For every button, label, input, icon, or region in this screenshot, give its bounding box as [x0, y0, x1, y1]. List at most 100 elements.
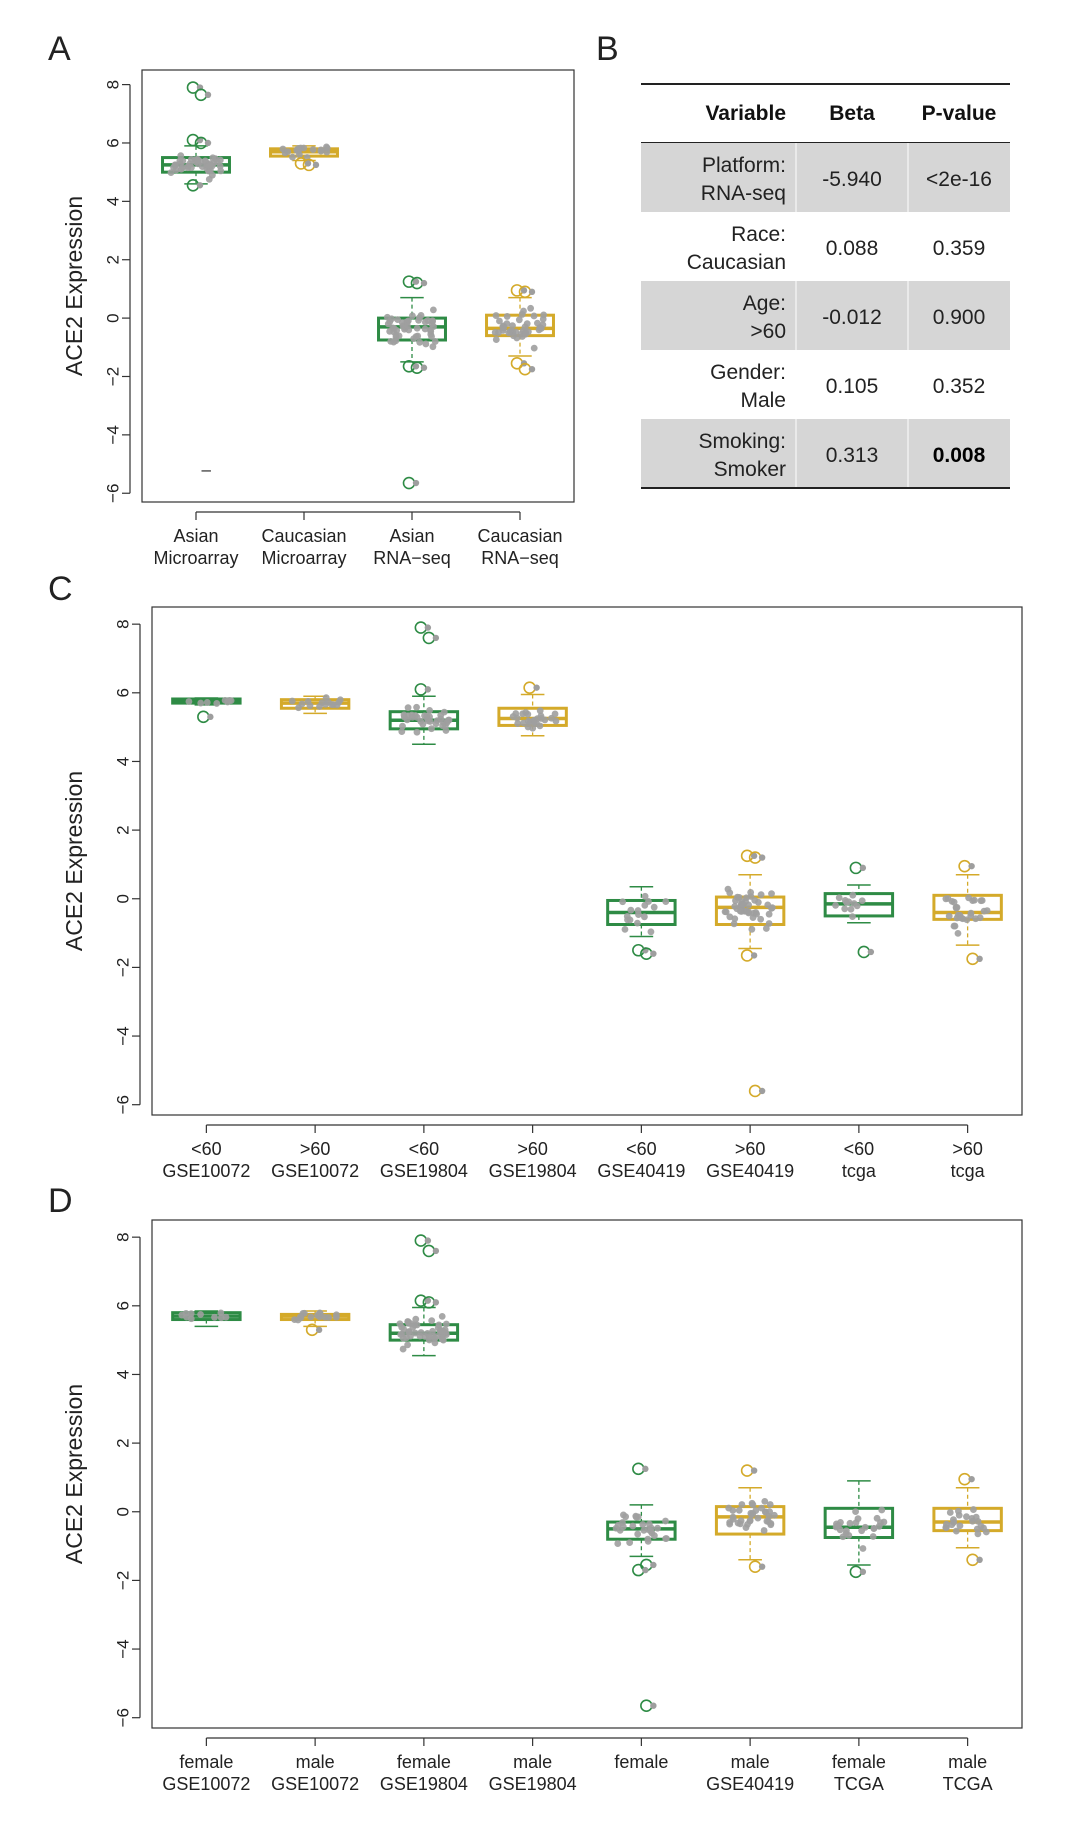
outlier-point [432, 1247, 440, 1255]
data-point [288, 697, 296, 705]
data-point [527, 304, 535, 312]
data-point [644, 1535, 652, 1543]
table-variable-name: Smoking: [698, 430, 786, 453]
data-point [762, 925, 770, 932]
y-tick-label: 4 [113, 1370, 132, 1379]
data-point [742, 907, 750, 915]
x-category-sublabel: GSE40419 [597, 1161, 685, 1181]
outlier-point [750, 1467, 758, 1474]
x-category-sublabel: GSE10072 [162, 1774, 250, 1794]
data-point [858, 897, 866, 905]
data-point [765, 910, 773, 918]
data-point [178, 1311, 186, 1319]
data-point [405, 1328, 412, 1336]
data-point [869, 1533, 877, 1540]
data-point [768, 890, 775, 898]
data-point [942, 895, 950, 903]
y-tick-label: 2 [113, 825, 132, 834]
data-point [431, 338, 439, 345]
data-point [492, 336, 500, 343]
data-point [634, 907, 642, 914]
outlier-point [758, 1563, 766, 1570]
y-tick-label: 6 [103, 138, 122, 147]
data-point [731, 915, 739, 923]
outlier-point [424, 1237, 432, 1244]
data-point [491, 328, 499, 336]
table-variable-level: RNA-seq [701, 182, 786, 205]
data-point [662, 1535, 670, 1543]
x-category-label: male [296, 1752, 335, 1772]
data-point [980, 907, 988, 915]
x-category-sublabel: GSE10072 [271, 1774, 359, 1794]
data-point [322, 694, 330, 702]
data-point [973, 1525, 981, 1533]
data-point [760, 1527, 768, 1534]
data-point [523, 320, 531, 328]
data-point [536, 324, 544, 332]
outlier-point [196, 182, 204, 189]
data-point [621, 925, 629, 933]
data-point [870, 1525, 878, 1532]
data-point [841, 896, 849, 904]
data-point [654, 1524, 661, 1532]
data-point [767, 1521, 775, 1529]
data-point [211, 1313, 218, 1321]
data-point [536, 707, 544, 715]
data-point [205, 175, 213, 183]
x-category-sublabel: RNA−seq [481, 548, 559, 568]
y-tick-label: −2 [113, 1571, 132, 1590]
y-axis-title: ACE2 Expression [61, 771, 87, 951]
outlier-point [650, 1561, 657, 1569]
data-point [721, 908, 729, 916]
data-point [424, 1329, 431, 1337]
data-point [946, 1509, 954, 1516]
data-point [422, 340, 430, 348]
data-point [404, 1318, 412, 1325]
data-point [956, 1522, 964, 1530]
x-category-label: female [832, 1752, 886, 1772]
data-point [768, 904, 776, 912]
x-category-label: Caucasian [261, 526, 346, 546]
y-tick-label: −4 [113, 1026, 132, 1045]
table-variable-name: Platform: [702, 154, 786, 177]
outlier-point [650, 1702, 657, 1709]
data-point [500, 324, 507, 332]
outlier-point [412, 278, 420, 285]
data-point [837, 1518, 844, 1526]
table-beta-value: -5.940 [822, 168, 882, 191]
data-point [518, 311, 526, 318]
y-tick-label: 0 [103, 313, 122, 322]
data-point [316, 703, 323, 710]
data-point [413, 324, 421, 332]
data-point [729, 1507, 737, 1514]
data-point [854, 1515, 862, 1523]
data-point [417, 1329, 425, 1336]
outlier-point [867, 948, 875, 956]
data-point [207, 162, 215, 169]
data-point [314, 1311, 321, 1319]
outlier-point [968, 1475, 975, 1483]
table-p-value: 0.900 [933, 306, 986, 329]
outlier-point [424, 1297, 432, 1304]
data-point [289, 153, 296, 161]
y-axis-title: ACE2 Expression [61, 1384, 87, 1564]
data-point [442, 1320, 450, 1328]
data-point [641, 913, 648, 921]
data-point [217, 1309, 225, 1317]
data-point [513, 714, 521, 722]
data-point [505, 329, 513, 337]
table-variable-level: Caucasian [687, 251, 786, 274]
y-tick-label: 0 [113, 1507, 132, 1516]
data-point [522, 709, 530, 716]
table-p-value: 0.008 [933, 444, 986, 467]
data-point [974, 1517, 982, 1525]
data-point [724, 885, 732, 893]
data-point [399, 1345, 407, 1353]
data-point [770, 1511, 778, 1519]
data-point [394, 316, 402, 324]
y-tick-label: 4 [113, 757, 132, 766]
data-point [400, 1325, 407, 1333]
data-point [757, 891, 765, 899]
table-variable-name: Age: [743, 292, 786, 315]
